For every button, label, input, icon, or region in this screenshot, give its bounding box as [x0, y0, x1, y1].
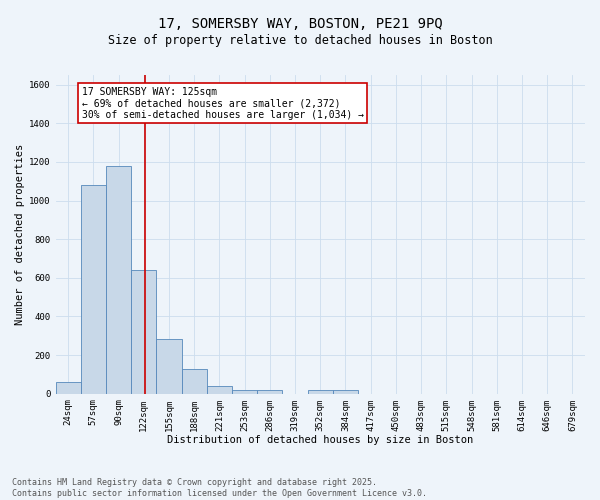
- Bar: [182, 368, 207, 394]
- Bar: [157, 338, 182, 394]
- Bar: [333, 390, 358, 394]
- Bar: [207, 386, 232, 394]
- Bar: [81, 185, 106, 394]
- Text: 17 SOMERSBY WAY: 125sqm
← 69% of detached houses are smaller (2,372)
30% of semi: 17 SOMERSBY WAY: 125sqm ← 69% of detache…: [82, 86, 364, 120]
- Y-axis label: Number of detached properties: Number of detached properties: [15, 144, 25, 325]
- Bar: [257, 390, 283, 394]
- Bar: [308, 390, 333, 394]
- Bar: [232, 390, 257, 394]
- Bar: [56, 382, 81, 394]
- Text: Contains HM Land Registry data © Crown copyright and database right 2025.
Contai: Contains HM Land Registry data © Crown c…: [12, 478, 427, 498]
- Text: 17, SOMERSBY WAY, BOSTON, PE21 9PQ: 17, SOMERSBY WAY, BOSTON, PE21 9PQ: [158, 18, 442, 32]
- Bar: [106, 166, 131, 394]
- X-axis label: Distribution of detached houses by size in Boston: Distribution of detached houses by size …: [167, 435, 473, 445]
- Bar: [131, 270, 157, 394]
- Text: Size of property relative to detached houses in Boston: Size of property relative to detached ho…: [107, 34, 493, 47]
